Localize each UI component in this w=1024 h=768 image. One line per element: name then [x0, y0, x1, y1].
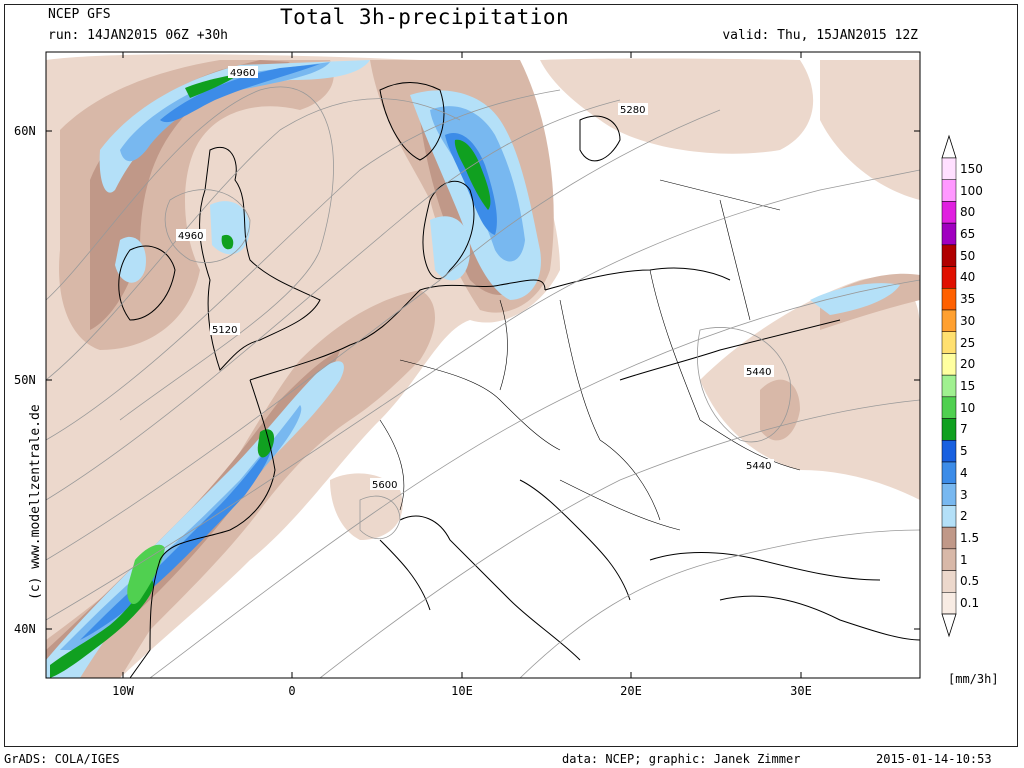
legend-level-label: 15 — [960, 379, 976, 393]
height-contours — [46, 86, 920, 678]
contour-label: 5120 — [212, 325, 237, 336]
legend-level-label: 40 — [960, 270, 976, 285]
legend-swatch — [941, 396, 957, 419]
map-content: 4960 4960 5120 5280 5440 5440 5600 — [46, 54, 920, 678]
legend-level-label: 1.5 — [960, 531, 980, 545]
legend-swatch — [941, 222, 957, 246]
generated-timestamp: 2015-01-14-10:53 — [876, 752, 992, 766]
legend-swatch — [941, 244, 957, 267]
legend-level-label: 3 — [960, 487, 968, 502]
legend-arrow-bottom — [941, 613, 957, 638]
legend-swatch — [941, 570, 957, 593]
coastlines — [118, 82, 920, 678]
run-info: run: 14JAN2015 06Z +30h — [48, 28, 229, 43]
legend-level-label: 25 — [960, 335, 976, 350]
contour-label: 5280 — [620, 105, 645, 116]
contour-label: 5440 — [746, 461, 771, 472]
legend-swatch — [941, 266, 957, 289]
precip-10mm — [127, 544, 165, 605]
legend-swatch — [941, 309, 957, 332]
legend-arrow-top — [941, 134, 957, 159]
axis-ticks — [46, 52, 920, 678]
legend-swatch — [941, 592, 957, 615]
legend-swatch — [941, 157, 957, 180]
legend-level-label: 65 — [960, 227, 976, 241]
precip-4mm — [80, 64, 497, 640]
legend-swatch — [941, 440, 957, 463]
map-border — [45, 51, 921, 679]
data-credit: data: NCEP; graphic: Janek Zimmer — [562, 752, 801, 766]
legend-level-label: 2 — [960, 509, 968, 524]
lat-label-60n: 60N — [14, 124, 36, 138]
legend-swatch — [941, 288, 957, 311]
legend-swatch — [941, 548, 957, 571]
contour-label-group: 4960 4960 5120 5280 5440 5440 5600 — [176, 66, 774, 491]
legend-level-label: 30 — [960, 313, 976, 328]
contour-label: 5440 — [746, 367, 771, 378]
lon-label-20e: 20E — [620, 684, 642, 698]
map-title: Total 3h-precipitation — [280, 5, 570, 29]
legend-swatch — [941, 418, 957, 441]
legend-swatch — [941, 201, 957, 224]
legend-level-label: 35 — [960, 292, 976, 307]
legend-level-label: 80 — [960, 205, 976, 220]
legend-units: [mm/3h] — [948, 672, 999, 686]
legend-level-label: 0.5 — [960, 574, 980, 589]
legend-swatch — [941, 483, 957, 506]
lon-label-30e: 30E — [790, 684, 812, 698]
lat-label-40n: 40N — [14, 622, 36, 636]
legend-level-label: 150 — [960, 161, 983, 176]
legend-level-label: 100 — [960, 183, 983, 198]
legend-level-label: 10 — [960, 400, 976, 415]
legend-swatch — [941, 526, 957, 550]
model-name: NCEP GFS — [48, 7, 111, 22]
legend-colorbar — [941, 134, 957, 638]
lon-label-0: 0 — [288, 684, 296, 698]
legend-level-label: 7 — [960, 422, 968, 437]
legend-swatch — [941, 179, 957, 202]
legend-level-label: 50 — [960, 248, 976, 263]
contour-label: 4960 — [230, 68, 255, 79]
precip-7mm — [50, 74, 491, 678]
legend-swatch — [941, 461, 957, 484]
lon-label-10w: 10W — [112, 684, 134, 698]
lat-label-50n: 50N — [14, 373, 36, 387]
lon-label-10e: 10E — [451, 684, 473, 698]
legend-swatch — [941, 505, 957, 528]
valid-time: valid: Thu, 15JAN2015 12Z — [722, 28, 918, 43]
legend-level-label: 5 — [960, 444, 968, 459]
plot-frame — [4, 4, 1018, 747]
contour-label: 5600 — [372, 480, 397, 491]
country-borders — [379, 179, 801, 531]
legend-level-label: 1 — [960, 552, 968, 567]
legend-swatch — [941, 331, 957, 354]
legend-level-label: 0.1 — [960, 596, 980, 611]
legend-level-label: 20 — [960, 357, 976, 372]
legend-swatch — [941, 353, 957, 376]
legend-level-label: 4 — [960, 465, 968, 480]
legend-swatch — [941, 374, 957, 398]
contour-label: 4960 — [178, 231, 203, 242]
software-credit: GrADS: COLA/IGES — [4, 752, 120, 766]
